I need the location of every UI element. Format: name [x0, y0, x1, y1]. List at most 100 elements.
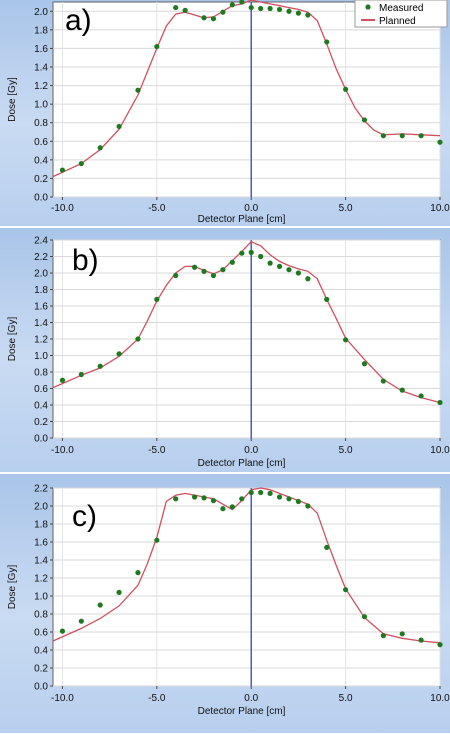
measured-point — [97, 145, 103, 151]
y-tick-label: 2.0 — [34, 7, 48, 18]
measured-point — [258, 5, 264, 12]
legend-box — [354, 0, 448, 28]
y-tick-label: 0.4 — [34, 155, 48, 166]
planned-line — [52, 0, 441, 178]
measured-point — [437, 642, 443, 648]
panel-label: b) — [72, 244, 99, 277]
y-tick-label: 2.2 — [34, 484, 48, 495]
y-axis-title: Dose [Gy] — [7, 565, 18, 610]
legend-measured-label: Measured — [379, 3, 423, 14]
chart-c: 0.0 0.2 0.4 0.6 0.8 1.0 1.2 1.4 1.6 1.8 2.0 2.2 -10.… — [7, 484, 450, 718]
x-tick-label: 0.0 — [244, 203, 258, 214]
measured-point — [59, 377, 66, 383]
chart-panel-a: 0.0 0.2 0.4 0.6 0.8 1.0 1.2 1.4 1.6 1.8 2.0 -10.0 -5… — [0, 0, 450, 227]
chart-b: 0.0 0.2 0.4 0.6 0.8 1.0 1.2 1.4 1.6 1.8 2.0 2.2 2.4 -… — [7, 236, 450, 470]
measured-point — [276, 263, 283, 269]
panel-label: a) — [65, 4, 92, 37]
x-axis-title: Detector Plane [cm] — [198, 214, 286, 225]
x-tick-label: -5.0 — [148, 203, 166, 214]
y-tick-label: 2.0 — [34, 269, 48, 280]
measured-point — [116, 123, 122, 130]
y-tick-label: 0.0 — [34, 193, 48, 204]
y-tick-label: 2.4 — [34, 236, 48, 247]
x-tick-label: -5.0 — [148, 693, 166, 704]
measured-point — [201, 15, 207, 21]
measured-point — [343, 86, 349, 92]
measured-point — [59, 628, 66, 634]
measured-point — [220, 267, 226, 273]
measured-point — [116, 351, 122, 357]
y-tick-label: 2.2 — [34, 252, 48, 263]
y-tick-label: 1.0 — [34, 100, 48, 111]
legend-planned-label: Planned — [379, 16, 416, 27]
measured-point — [286, 8, 292, 14]
legend-measured-marker — [365, 4, 371, 10]
y-tick-label: 0.6 — [34, 628, 48, 639]
measured-point — [343, 587, 349, 593]
measured-point — [248, 489, 254, 496]
y-tick-label: 0.0 — [34, 682, 48, 693]
y-tick-label: 1.4 — [34, 556, 48, 567]
measured-point — [418, 393, 424, 399]
measured-point — [97, 602, 103, 608]
measured-point — [286, 267, 292, 273]
measured-point — [78, 160, 84, 167]
planned-line — [52, 487, 441, 644]
measured-point — [78, 371, 84, 378]
y-tick-label: 1.2 — [34, 335, 48, 346]
panel-label: c) — [72, 500, 97, 533]
measured-point — [324, 296, 330, 302]
measured-point — [248, 249, 254, 255]
measured-point — [239, 496, 245, 502]
y-tick-label: 1.4 — [34, 318, 48, 329]
x-axis-title: Detector Plane [cm] — [198, 458, 286, 469]
measured-point — [380, 133, 386, 139]
measured-point — [361, 614, 368, 620]
measured-point — [154, 537, 160, 543]
measured-point — [97, 363, 103, 369]
measured-point — [239, 250, 245, 256]
x-tick-label: -10.0 — [51, 445, 74, 456]
measured-point — [399, 631, 405, 637]
measured-point — [116, 589, 122, 595]
measured-point — [324, 39, 330, 45]
measured-point — [210, 272, 217, 279]
measured-point — [220, 506, 226, 512]
y-tick-label: 1.2 — [34, 81, 48, 92]
measured-point — [295, 10, 302, 16]
measured-point — [59, 167, 66, 173]
x-tick-label: -5.0 — [148, 445, 166, 456]
plot-area — [52, 487, 441, 687]
measured-point — [361, 361, 368, 367]
y-tick-label: 0.4 — [34, 646, 48, 657]
x-tick-label: 10.0 — [430, 693, 450, 704]
y-tick-label: 1.6 — [34, 538, 48, 549]
plot-area — [52, 1, 441, 198]
measured-point — [437, 399, 443, 406]
measured-point — [267, 490, 273, 496]
x-tick-label: -10.0 — [51, 203, 74, 214]
x-tick-label: 10.0 — [430, 203, 450, 214]
chart-panel-b: 0.0 0.2 0.4 0.6 0.8 1.0 1.2 1.4 1.6 1.8 2.0 2.2 2.4 -… — [0, 228, 450, 473]
measured-point — [276, 494, 283, 500]
measured-point — [276, 6, 283, 13]
y-tick-label: 0.8 — [34, 368, 48, 379]
x-tick-label: 10.0 — [430, 445, 450, 456]
measured-point — [229, 259, 235, 265]
measured-point — [286, 496, 292, 502]
measured-point — [229, 504, 235, 510]
x-tick-label: 5.0 — [339, 693, 353, 704]
measured-point — [267, 260, 273, 266]
y-axis-title: Dose [Gy] — [7, 77, 18, 122]
measured-point — [418, 133, 424, 139]
measured-point — [305, 12, 311, 18]
measured-point — [324, 544, 330, 550]
measured-point — [135, 570, 141, 576]
y-axis-title: Dose [Gy] — [7, 317, 18, 362]
y-tick-label: 0.6 — [34, 384, 48, 395]
measured-point — [173, 496, 179, 502]
y-tick-label: 2.0 — [34, 502, 48, 513]
measured-point — [343, 337, 349, 343]
y-tick-label: 1.4 — [34, 63, 48, 74]
measured-point — [173, 4, 179, 11]
